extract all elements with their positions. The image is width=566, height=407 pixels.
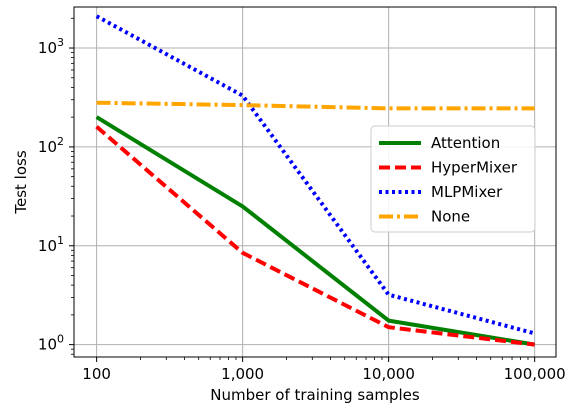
y-axis-label: Test loss (12, 150, 30, 214)
y-tick-label-2: 102 (38, 135, 64, 156)
plot-frame (73, 6, 557, 358)
x-tick-label-1-000: 1,000 (221, 365, 264, 383)
legend-label-hypermixer: HyperMixer (431, 159, 518, 177)
series-line-hypermixer (95, 125, 535, 347)
series-line-mlpmixer (95, 14, 536, 336)
x-tick-label-10-000: 10,000 (362, 365, 415, 383)
x-tick-label-100-000: 100,000 (504, 365, 566, 383)
x-tick-label-100: 100 (82, 365, 111, 383)
legend: Attention HyperMixer MLPMixer None (370, 125, 536, 233)
grid (74, 7, 556, 357)
axis-ticks: 100 1,000 10,000 100,000 100 101 102 103 (38, 17, 566, 383)
legend-label-none: None (431, 208, 470, 226)
series-line-none (96, 100, 535, 111)
legend-box (370, 125, 536, 233)
legend-label-attention: Attention (431, 134, 500, 152)
y-tick-label-1: 101 (38, 234, 64, 255)
series-line-attention (95, 115, 536, 347)
y-tick-label-3: 103 (38, 36, 64, 57)
legend-label-mlpmixer: MLPMixer (431, 183, 503, 201)
series-lines (95, 14, 536, 347)
x-axis-label: Number of training samples (210, 386, 420, 404)
y-tick-label-0: 100 (38, 333, 64, 354)
